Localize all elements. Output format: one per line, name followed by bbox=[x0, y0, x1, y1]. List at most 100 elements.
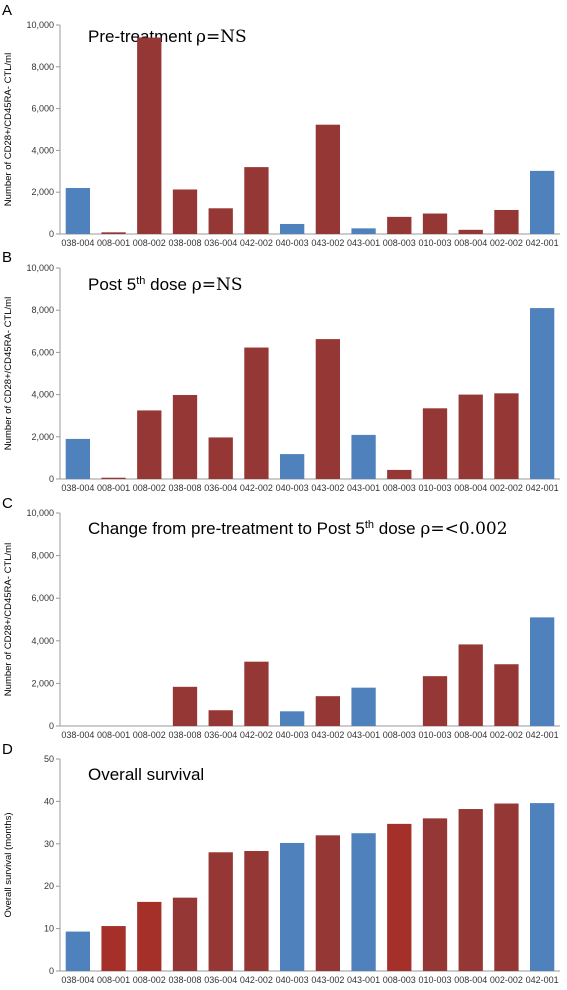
x-tick-label: 043-002 bbox=[311, 975, 344, 985]
panel-letter-d: D bbox=[2, 741, 13, 758]
x-tick-label: 008-001 bbox=[97, 483, 130, 493]
x-tick-label: 008-004 bbox=[454, 730, 487, 740]
bar-043-001 bbox=[351, 434, 376, 479]
bar-043-001 bbox=[351, 833, 376, 971]
y-tick-label: 2,000 bbox=[31, 678, 54, 688]
x-tick-label: 038-004 bbox=[61, 238, 94, 248]
x-tick-label: 043-001 bbox=[347, 730, 380, 740]
bar-008-004 bbox=[458, 229, 483, 234]
y-tick-label: 0 bbox=[49, 229, 54, 239]
title-rest: dose bbox=[145, 275, 191, 294]
panel-letter-a: A bbox=[2, 2, 12, 19]
title-superscript: th bbox=[365, 519, 374, 531]
x-tick-label: 040-003 bbox=[276, 975, 309, 985]
x-tick-label: 042-001 bbox=[526, 975, 559, 985]
x-tick-label: 002-002 bbox=[490, 238, 523, 248]
chart-title-b: Post 5th dose ρ=NS bbox=[88, 275, 242, 295]
y-tick-label: 20 bbox=[44, 881, 54, 891]
chart-title-d: Overall survival bbox=[88, 765, 204, 784]
bar-040-003 bbox=[280, 223, 305, 234]
y-tick-label: 4,000 bbox=[31, 636, 54, 646]
bar-043-001 bbox=[351, 228, 376, 234]
x-tick-label: 042-001 bbox=[526, 730, 559, 740]
y-tick-label: 10,000 bbox=[26, 20, 54, 30]
x-tick-label: 038-008 bbox=[168, 483, 201, 493]
bar-008-002 bbox=[137, 901, 162, 971]
bar-036-004 bbox=[208, 852, 233, 971]
bar-008-001 bbox=[101, 926, 126, 971]
rho-symbol: ρ bbox=[196, 27, 206, 47]
bar-010-003 bbox=[422, 676, 448, 726]
bar-008-002 bbox=[137, 37, 162, 234]
y-tick-label: 8,000 bbox=[31, 62, 54, 72]
x-tick-label: 038-008 bbox=[168, 730, 201, 740]
y-tick-label: 4,000 bbox=[31, 390, 54, 400]
y-tick-label: 2,000 bbox=[31, 432, 54, 442]
x-tick-label: 008-003 bbox=[383, 730, 416, 740]
bar-008-003 bbox=[387, 216, 412, 234]
x-tick-label: 002-002 bbox=[490, 975, 523, 985]
x-tick-label: 040-003 bbox=[276, 483, 309, 493]
bar-043-002 bbox=[315, 835, 340, 971]
y-tick-label: 6,000 bbox=[31, 104, 54, 114]
x-tick-label: 008-003 bbox=[383, 483, 416, 493]
bar-042-002 bbox=[244, 167, 269, 234]
x-tick-label: 036-004 bbox=[204, 975, 237, 985]
panel-c: C Change from pre-treatment to Post 5th d… bbox=[2, 495, 560, 740]
y-tick-label: 0 bbox=[49, 474, 54, 484]
bar-042-001 bbox=[530, 803, 555, 971]
bar-038-008 bbox=[172, 189, 198, 234]
x-tick-label: 002-002 bbox=[490, 483, 523, 493]
bar-002-002 bbox=[494, 664, 519, 726]
bar-036-004 bbox=[208, 208, 233, 234]
y-tick-label: 8,000 bbox=[31, 305, 54, 315]
chart-title-a: Pre-treatment ρ=NS bbox=[88, 27, 247, 47]
title-significance: =NS bbox=[202, 275, 243, 295]
y-tick-label: 0 bbox=[49, 721, 54, 731]
x-tick-label: 042-001 bbox=[526, 238, 559, 248]
chart-title-c: Change from pre-treatment to Post 5th do… bbox=[88, 519, 508, 539]
title-main: Post 5 bbox=[88, 275, 136, 294]
x-tick-label: 038-008 bbox=[168, 238, 201, 248]
x-tick-label: 008-004 bbox=[454, 483, 487, 493]
y-axis-label-c: Number of CD28+/CD45RA- CTL/ml bbox=[3, 543, 14, 696]
x-tick-label: 008-002 bbox=[133, 975, 166, 985]
bar-040-003 bbox=[280, 842, 305, 971]
panel-d: D Overall survival 0 10 20 30 40 50 Overall surv… bbox=[2, 741, 560, 985]
x-tick-label: 038-004 bbox=[61, 975, 94, 985]
x-tick-label: 042-001 bbox=[526, 483, 559, 493]
x-tick-label: 010-003 bbox=[418, 483, 451, 493]
bar-038-008 bbox=[172, 395, 198, 479]
x-tick-label: 042-002 bbox=[240, 483, 273, 493]
x-tick-label: 010-003 bbox=[418, 238, 451, 248]
bar-040-003 bbox=[280, 454, 305, 479]
x-tick-label: 010-003 bbox=[418, 975, 451, 985]
bar-042-002 bbox=[244, 851, 269, 971]
bar-043-002 bbox=[315, 339, 340, 479]
x-tick-label: 038-008 bbox=[168, 975, 201, 985]
bar-008-001 bbox=[101, 232, 126, 234]
x-tick-label: 038-004 bbox=[61, 730, 94, 740]
bar-043-002 bbox=[315, 124, 340, 234]
bar-008-003 bbox=[387, 823, 412, 971]
x-tick-label: 002-002 bbox=[490, 730, 523, 740]
x-tick-label: 040-003 bbox=[276, 730, 309, 740]
bar-002-002 bbox=[494, 803, 519, 971]
panel-b: B Post 5th dose ρ=NS 0 2,000 4,000 6,000 8,000… bbox=[2, 249, 560, 493]
bar-010-003 bbox=[422, 818, 448, 971]
bar-043-002 bbox=[315, 696, 340, 726]
x-tick-label: 008-002 bbox=[133, 483, 166, 493]
bar-038-008 bbox=[172, 686, 198, 726]
x-tick-label: 036-004 bbox=[204, 730, 237, 740]
x-tick-label: 036-004 bbox=[204, 483, 237, 493]
bar-008-004 bbox=[458, 644, 483, 726]
bar-010-003 bbox=[422, 213, 448, 234]
x-tick-label: 042-002 bbox=[240, 238, 273, 248]
x-tick-label: 042-002 bbox=[240, 730, 273, 740]
bar-008-002 bbox=[137, 410, 162, 480]
title-significance: =<0.002 bbox=[430, 519, 507, 539]
x-tick-label: 008-001 bbox=[97, 730, 130, 740]
title-rest: dose bbox=[374, 519, 420, 538]
bar-042-002 bbox=[244, 347, 269, 479]
bar-038-008 bbox=[172, 897, 198, 971]
